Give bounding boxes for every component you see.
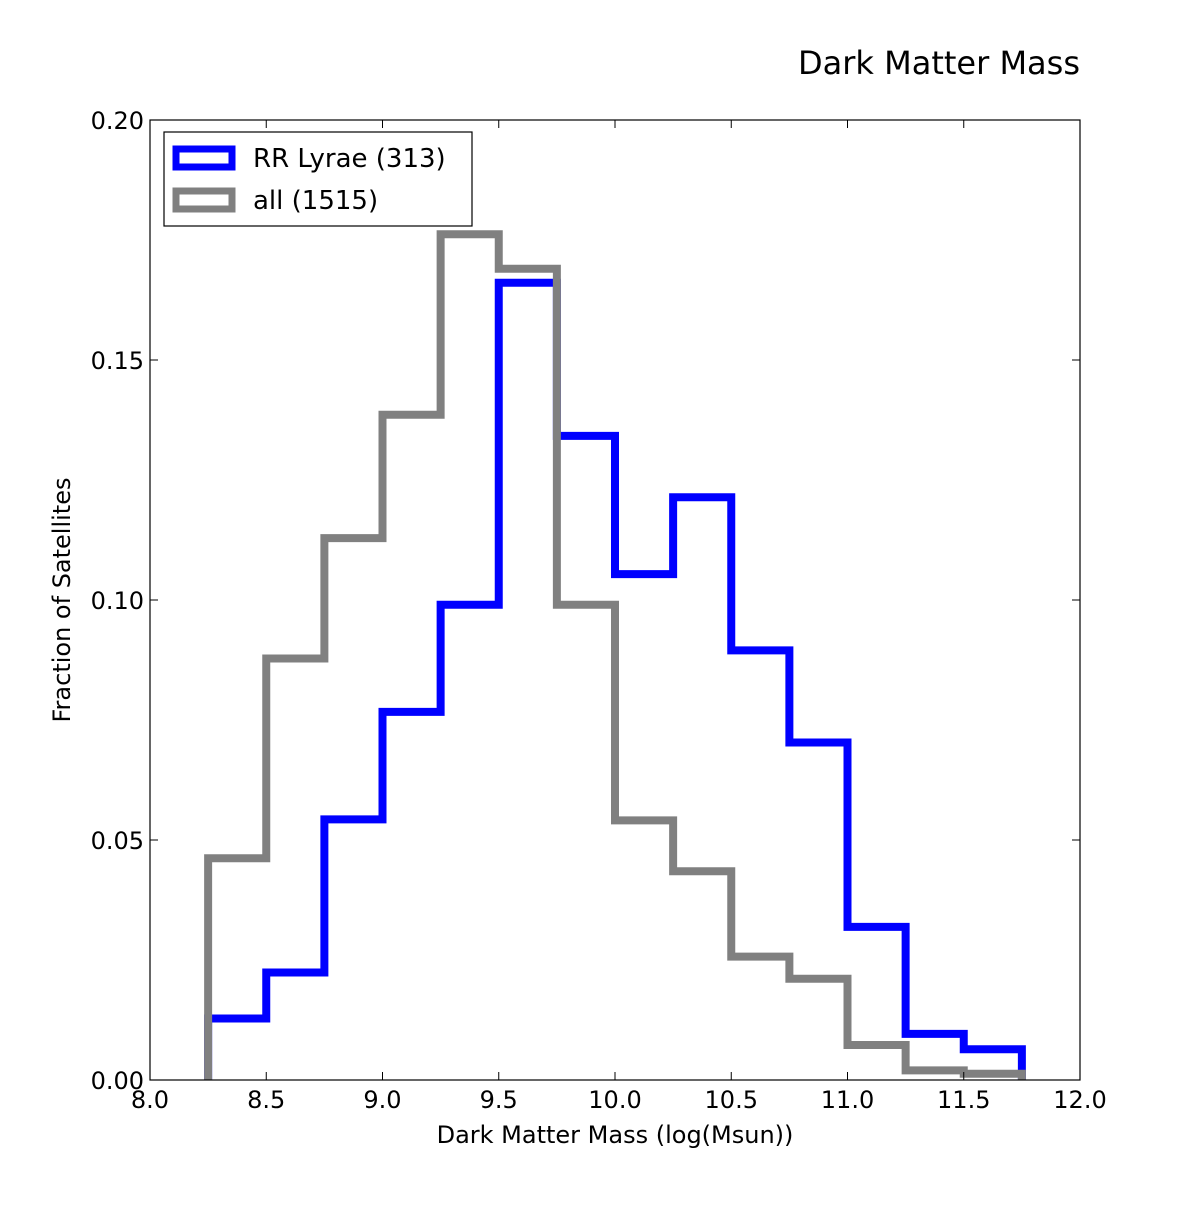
legend-label-0: RR Lyrae (313) — [253, 144, 446, 174]
legend-swatch-0 — [172, 145, 236, 171]
legend-swatch-1 — [172, 187, 236, 213]
axes-frame — [149, 119, 1081, 1081]
x-tick-label: 12.0 — [1053, 1086, 1106, 1114]
series-line-1 — [204, 230, 1026, 1080]
x-tick-label: 8.5 — [247, 1086, 285, 1114]
x-tick-label: 11.5 — [937, 1086, 990, 1114]
x-tick-label: 11.0 — [821, 1086, 874, 1114]
y-axis-label: Fraction of Satellites — [48, 478, 76, 723]
x-tick-label: 10.0 — [588, 1086, 641, 1114]
y-tick-label: 0.20 — [91, 107, 144, 135]
legend-label-1: all (1515) — [253, 186, 378, 216]
x-tick-label: 9.0 — [363, 1086, 401, 1114]
x-tick-label: 9.5 — [480, 1086, 518, 1114]
chart-title: Dark Matter Mass — [798, 44, 1080, 82]
legend: RR Lyrae (313) all (1515) — [163, 131, 473, 227]
x-tick-label: 8.0 — [131, 1086, 169, 1114]
x-tick-label: 10.5 — [705, 1086, 758, 1114]
x-axis-label: Dark Matter Mass (log(Msun)) — [437, 1121, 794, 1149]
plot-area: 8.0 8.5 9.0 9.5 10.0 10.5 11.0 11.5 12.0 0.00 0.05… — [91, 107, 1107, 1114]
y-tick-label: 0.05 — [91, 827, 144, 855]
series-line-0 — [204, 278, 1026, 1080]
y-tick-label: 0.15 — [91, 347, 144, 375]
y-tick-label: 0.00 — [91, 1067, 144, 1095]
y-tick-label: 0.10 — [91, 587, 144, 615]
